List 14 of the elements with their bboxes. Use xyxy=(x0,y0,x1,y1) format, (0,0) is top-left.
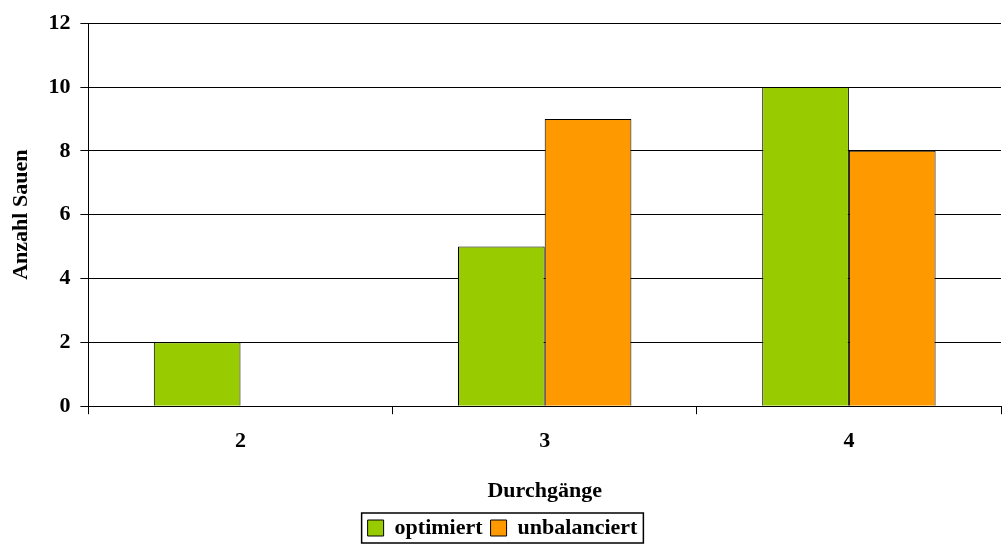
x-tick-label: 2 xyxy=(235,427,246,453)
legend-label: unbalanciert xyxy=(517,513,639,539)
y-tick-label: 0 xyxy=(59,391,71,417)
y-tick-label: 12 xyxy=(48,8,71,34)
x-axis-title: Durchgänge xyxy=(487,477,603,503)
y-tick-label: 4 xyxy=(59,264,71,290)
legend-label: optimiert xyxy=(394,513,484,539)
y-tick-label: 8 xyxy=(59,136,71,162)
x-tick-label: 4 xyxy=(843,427,855,453)
y-tick-label: 6 xyxy=(59,200,71,226)
x-tick-label: 3 xyxy=(539,427,551,453)
y-tick-label: 10 xyxy=(48,72,71,98)
y-axis-title: Anzahl Sauen xyxy=(6,149,32,280)
y-tick-label: 2 xyxy=(59,328,71,354)
